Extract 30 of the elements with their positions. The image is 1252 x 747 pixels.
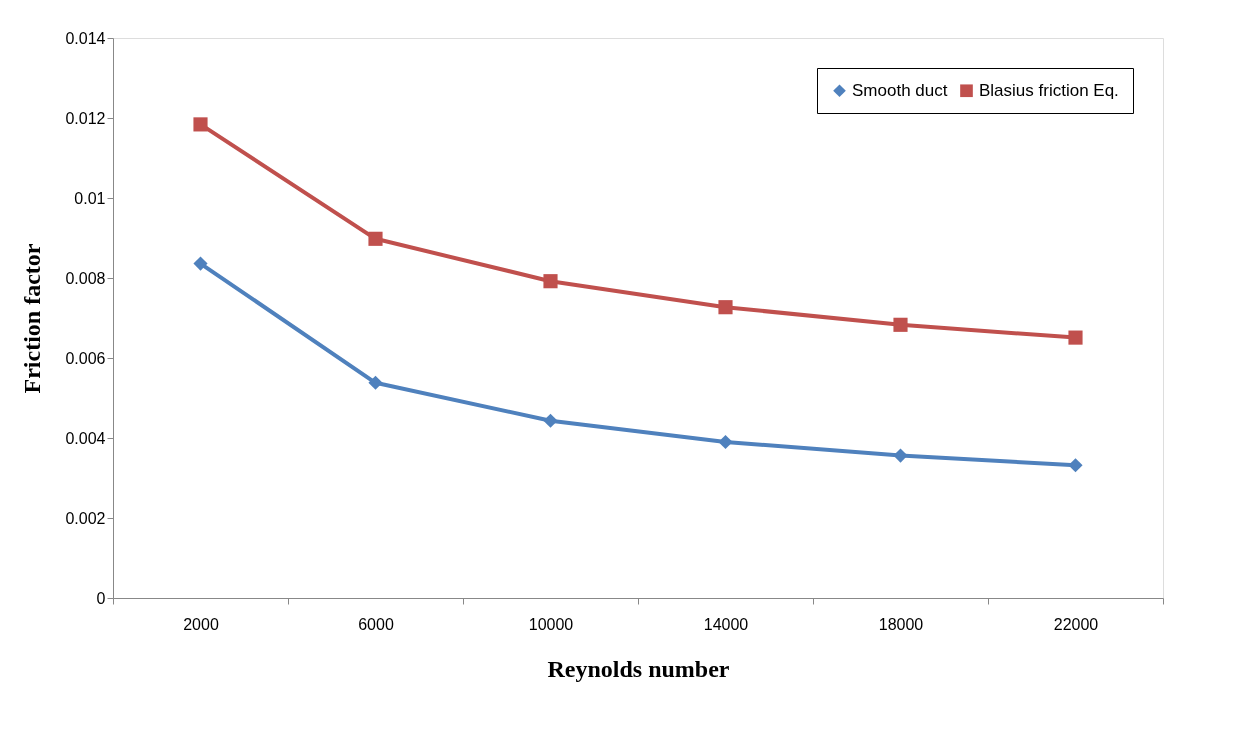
point — [718, 434, 733, 450]
x-tick-label: 2000 — [183, 615, 219, 633]
legend-label: Smooth duct — [852, 80, 948, 100]
point — [193, 256, 208, 271]
point — [1068, 458, 1083, 473]
point — [543, 274, 558, 289]
y-tick-label: 0.012 — [65, 109, 106, 127]
y-tick-label: 0.008 — [65, 269, 106, 287]
point — [193, 117, 208, 132]
x-tick-label: 6000 — [358, 615, 394, 633]
point — [368, 231, 383, 246]
point — [893, 317, 908, 332]
x-tick-label: 10000 — [528, 615, 574, 633]
point — [368, 375, 383, 390]
y-tick-label: 0.006 — [65, 349, 106, 367]
x-tick-label: 22000 — [1053, 615, 1099, 633]
y-tick-label: 0 — [96, 589, 106, 607]
x-tick-label: 18000 — [878, 615, 924, 633]
point — [893, 448, 908, 463]
point — [1068, 330, 1083, 345]
x-axis-title: Reynolds number — [547, 655, 730, 682]
point — [543, 413, 558, 428]
legend-label: Blasius friction Eq. — [979, 80, 1119, 100]
y-tick-label: 0.002 — [65, 509, 106, 527]
x-tick-label: 14000 — [703, 615, 749, 633]
y-tick-label: 0.014 — [65, 29, 106, 47]
y-tick-label: 0.004 — [65, 429, 106, 447]
y-tick-label: 0.01 — [74, 189, 106, 207]
point — [718, 300, 733, 315]
y-axis-title: Friction factor — [19, 243, 46, 394]
